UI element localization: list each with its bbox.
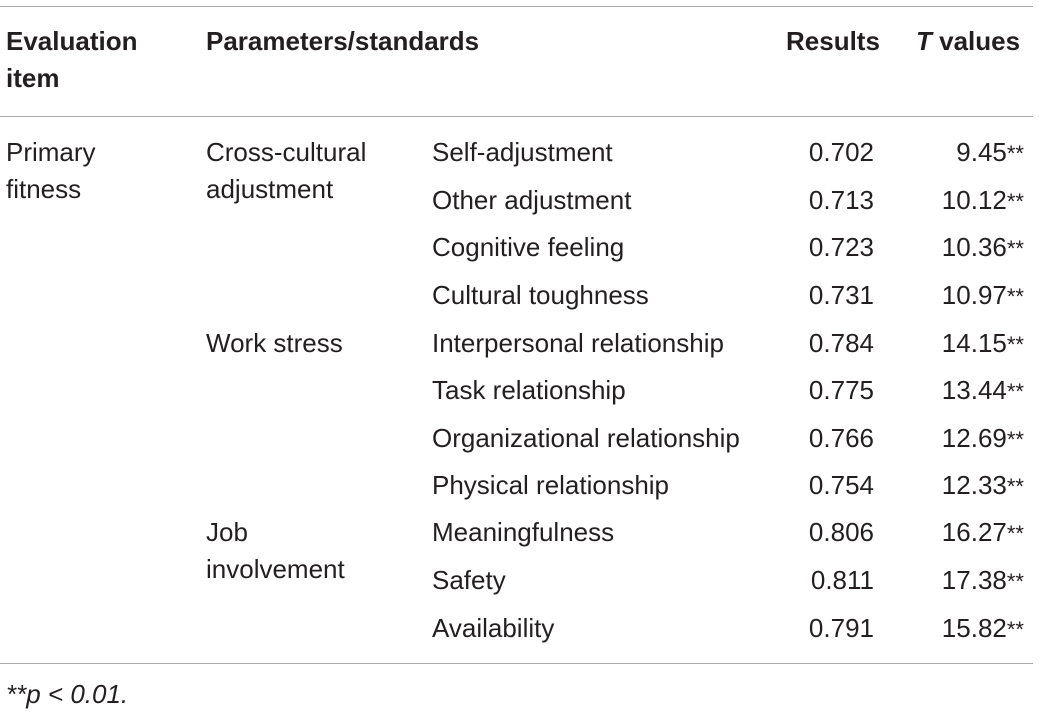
group-job-involvement-line2: involvement	[206, 554, 345, 584]
row-t-number: 9.45	[956, 137, 1007, 167]
header-t-rest: values	[931, 26, 1021, 56]
row-t-number: 12.33	[941, 470, 1007, 500]
row-subitem: Safety	[432, 565, 506, 595]
row-significance-stars: **	[1006, 284, 1024, 309]
row-subitem: Interpersonal relationship	[432, 328, 724, 358]
row-t-value: 17.38**	[880, 562, 1024, 600]
row-subitem: Physical relationship	[432, 470, 670, 500]
row-result: 0.754	[808, 470, 874, 500]
row-t-value: 12.33**	[880, 467, 1024, 505]
row-result: 0.775	[808, 375, 874, 405]
row-significance-stars: **	[1006, 474, 1024, 499]
header-t-letter: T	[916, 26, 932, 56]
row-result: 0.723	[808, 232, 874, 262]
table-bottom-rule	[0, 663, 1033, 664]
row-subitem: Other adjustment	[432, 185, 632, 215]
row-subitem: Task relationship	[432, 375, 626, 405]
header-parameters: Parameters/standards	[206, 26, 480, 56]
row-result: 0.766	[808, 423, 874, 453]
row-result: 0.791	[808, 613, 874, 643]
row-result: 0.713	[808, 185, 874, 215]
row-result: 0.702	[808, 137, 874, 167]
row-t-value: 13.44**	[880, 372, 1024, 410]
group-job-involvement-line1: Job	[206, 517, 248, 547]
header-evaluation-line2: item	[6, 63, 60, 93]
header-evaluation-line1: Evaluation	[6, 26, 138, 56]
row-t-number: 13.44	[941, 375, 1007, 405]
row-subitem: Cultural toughness	[432, 280, 649, 310]
row-t-value: 10.97**	[880, 277, 1024, 315]
row-subitem: Self-adjustment	[432, 137, 613, 167]
row-t-number: 10.36	[941, 232, 1007, 262]
group-cross-cultural-line1: Cross-cultural	[206, 137, 367, 167]
header-results: Results	[786, 26, 880, 56]
row-t-number: 16.27	[941, 517, 1007, 547]
row-t-number: 10.97	[941, 280, 1007, 310]
row-t-value: 10.36**	[880, 229, 1024, 267]
row-subitem: Meaningfulness	[432, 517, 615, 547]
row-significance-stars: **	[1006, 427, 1024, 452]
group-cross-cultural-line2: adjustment	[206, 174, 334, 204]
header-evaluation-item: Evaluation item	[6, 23, 137, 97]
row-significance-stars: **	[1006, 379, 1024, 404]
group-work-stress: Work stress	[206, 328, 343, 358]
header-t-values: T values	[916, 23, 1020, 60]
row-significance-stars: **	[1006, 617, 1024, 642]
row-significance-stars: **	[1006, 236, 1024, 261]
row-significance-stars: **	[1006, 521, 1024, 546]
row-t-number: 12.69	[941, 423, 1007, 453]
row-subitem: Cognitive feeling	[432, 232, 625, 262]
row-subitem: Organizational relationship	[432, 423, 740, 453]
row-result: 0.731	[808, 280, 874, 310]
item-primary-fitness-line1: Primary	[6, 137, 96, 167]
row-t-number: 10.12	[941, 185, 1007, 215]
row-t-number: 15.82	[941, 613, 1007, 643]
row-t-value: 16.27**	[880, 514, 1024, 552]
row-significance-stars: **	[1006, 569, 1024, 594]
row-significance-stars: **	[1006, 332, 1024, 357]
row-result: 0.806	[808, 517, 874, 547]
row-significance-stars: **	[1006, 189, 1024, 214]
item-primary-fitness-line2: fitness	[6, 174, 82, 204]
row-t-value: 14.15**	[880, 325, 1024, 363]
row-result: 0.784	[808, 328, 874, 358]
row-result: 0.811	[810, 565, 874, 595]
row-significance-stars: **	[1006, 141, 1024, 166]
row-t-number: 14.15	[941, 328, 1007, 358]
table-top-rule	[0, 6, 1033, 7]
row-t-number: 17.38	[941, 565, 1007, 595]
row-t-value: 12.69**	[880, 420, 1024, 458]
row-t-value: 9.45**	[880, 134, 1024, 172]
row-subitem: Availability	[432, 613, 555, 643]
row-t-value: 15.82**	[880, 610, 1024, 648]
table-footnote: **p < 0.01.	[6, 679, 129, 709]
table-header-rule	[0, 116, 1033, 117]
row-t-value: 10.12**	[880, 182, 1024, 220]
